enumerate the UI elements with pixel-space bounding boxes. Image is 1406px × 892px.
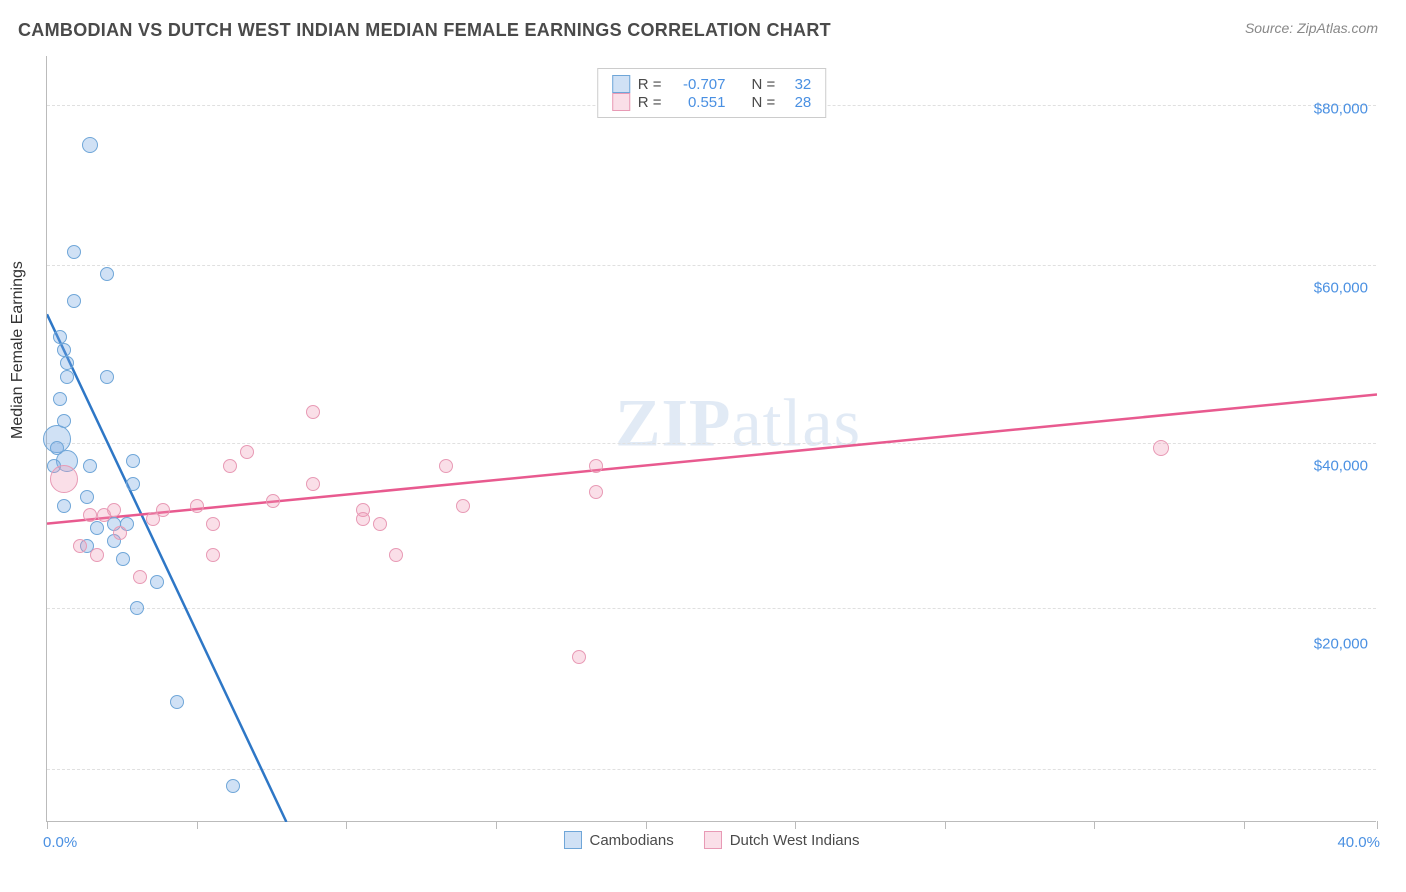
data-point bbox=[150, 575, 164, 589]
correlation-legend: R = -0.707 N = 32 R = 0.551 N = 28 bbox=[597, 68, 827, 118]
r-label: R = bbox=[638, 76, 662, 93]
data-point bbox=[206, 548, 220, 562]
legend-series-label: Cambodians bbox=[589, 832, 673, 849]
data-point bbox=[53, 330, 67, 344]
grid-line bbox=[47, 265, 1376, 266]
chart-header: CAMBODIAN VS DUTCH WEST INDIAN MEDIAN FE… bbox=[0, 0, 1406, 49]
data-point bbox=[589, 459, 603, 473]
grid-line bbox=[47, 769, 1376, 770]
r-value: -0.707 bbox=[670, 76, 726, 93]
data-point bbox=[100, 370, 114, 384]
data-point bbox=[389, 548, 403, 562]
data-point bbox=[67, 245, 81, 259]
data-point bbox=[80, 490, 94, 504]
data-point bbox=[57, 343, 71, 357]
x-tick bbox=[197, 821, 198, 829]
data-point bbox=[83, 508, 97, 522]
data-point bbox=[100, 267, 114, 281]
series-legend: Cambodians Dutch West Indians bbox=[563, 831, 859, 849]
data-point bbox=[83, 459, 97, 473]
legend-swatch bbox=[612, 93, 630, 111]
data-point bbox=[126, 454, 140, 468]
data-point bbox=[113, 526, 127, 540]
data-point bbox=[97, 508, 111, 522]
y-tick-label: $80,000 bbox=[1314, 101, 1368, 118]
data-point bbox=[116, 552, 130, 566]
x-axis-min-label: 0.0% bbox=[43, 834, 77, 851]
data-point bbox=[67, 294, 81, 308]
y-tick-label: $60,000 bbox=[1314, 279, 1368, 296]
y-tick-label: $40,000 bbox=[1314, 457, 1368, 474]
data-point bbox=[133, 570, 147, 584]
data-point bbox=[456, 499, 470, 513]
n-value: 32 bbox=[783, 76, 811, 93]
n-value: 28 bbox=[783, 94, 811, 111]
data-point bbox=[190, 499, 204, 513]
data-point bbox=[90, 548, 104, 562]
n-label: N = bbox=[752, 76, 776, 93]
data-point bbox=[439, 459, 453, 473]
legend-correlation-row: R = -0.707 N = 32 bbox=[612, 75, 812, 93]
data-point bbox=[306, 405, 320, 419]
data-point bbox=[50, 465, 78, 493]
x-tick bbox=[646, 821, 647, 829]
data-point bbox=[226, 779, 240, 793]
data-point bbox=[60, 370, 74, 384]
data-point bbox=[90, 521, 104, 535]
data-point bbox=[589, 485, 603, 499]
y-tick-label: $20,000 bbox=[1314, 635, 1368, 652]
data-point bbox=[130, 601, 144, 615]
data-point bbox=[60, 356, 74, 370]
data-point bbox=[306, 477, 320, 491]
legend-swatch bbox=[563, 831, 581, 849]
grid-line bbox=[47, 443, 1376, 444]
x-tick bbox=[47, 821, 48, 829]
legend-series-item: Cambodians bbox=[563, 831, 673, 849]
data-point bbox=[126, 477, 140, 491]
watermark: ZIPatlas bbox=[615, 384, 861, 463]
x-tick bbox=[496, 821, 497, 829]
chart-title: CAMBODIAN VS DUTCH WEST INDIAN MEDIAN FE… bbox=[18, 20, 831, 41]
data-point bbox=[373, 517, 387, 531]
legend-series-item: Dutch West Indians bbox=[704, 831, 860, 849]
x-tick bbox=[1094, 821, 1095, 829]
data-point bbox=[266, 494, 280, 508]
data-point bbox=[206, 517, 220, 531]
source-attribution: Source: ZipAtlas.com bbox=[1245, 20, 1378, 36]
x-tick bbox=[1244, 821, 1245, 829]
data-point bbox=[50, 441, 64, 455]
data-point bbox=[223, 459, 237, 473]
x-tick bbox=[945, 821, 946, 829]
x-axis-max-label: 40.0% bbox=[1337, 834, 1380, 851]
data-point bbox=[53, 392, 67, 406]
x-tick bbox=[346, 821, 347, 829]
legend-swatch bbox=[612, 75, 630, 93]
data-point bbox=[57, 414, 71, 428]
scatter-chart: ZIPatlas $20,000 $40,000 $60,000 $80,000 0.… bbox=[46, 56, 1376, 822]
data-point bbox=[1153, 440, 1169, 456]
legend-swatch bbox=[704, 831, 722, 849]
r-value: 0.551 bbox=[670, 94, 726, 111]
n-label: N = bbox=[752, 94, 776, 111]
data-point bbox=[73, 539, 87, 553]
data-point bbox=[170, 695, 184, 709]
y-axis-title: Median Female Earnings bbox=[9, 261, 27, 439]
data-point bbox=[57, 499, 71, 513]
trend-line bbox=[47, 314, 286, 822]
trend-lines bbox=[47, 56, 1377, 822]
legend-series-label: Dutch West Indians bbox=[730, 832, 860, 849]
data-point bbox=[146, 512, 160, 526]
data-point bbox=[82, 137, 98, 153]
grid-line bbox=[47, 608, 1376, 609]
data-point bbox=[240, 445, 254, 459]
r-label: R = bbox=[638, 94, 662, 111]
legend-correlation-row: R = 0.551 N = 28 bbox=[612, 93, 812, 111]
x-tick bbox=[1377, 821, 1378, 829]
data-point bbox=[356, 512, 370, 526]
x-tick bbox=[795, 821, 796, 829]
data-point bbox=[572, 650, 586, 664]
